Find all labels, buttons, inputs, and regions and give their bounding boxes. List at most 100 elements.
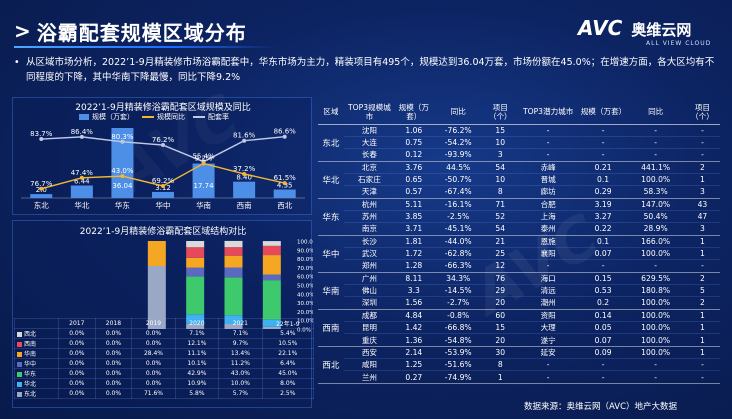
stacked-bar-华东 — [224, 277, 243, 316]
table-cell: 0.0% — [58, 388, 96, 399]
table-cell: 45.0% — [261, 368, 315, 379]
column-header: 2020 — [174, 318, 220, 329]
table-cell: 0.22 — [579, 222, 627, 236]
stacked-bar-华南 — [186, 257, 205, 268]
table-cell: 20 — [483, 296, 517, 310]
chart-title: 2022’1-9月精装修浴霸配套区域结构对比 — [79, 227, 247, 237]
table-cell: 0.07 — [579, 333, 627, 347]
table-cell: 1.25 — [395, 358, 433, 372]
table-cell: - — [626, 259, 685, 273]
column-header: 同比 — [432, 100, 484, 125]
table-cell: 0.0% — [131, 368, 176, 379]
table-cell: 10 — [483, 173, 517, 187]
table-cell: 5.7% — [218, 388, 263, 399]
x-tick-label: 西北 — [277, 201, 292, 210]
table-cell: - — [684, 370, 720, 384]
stacked-bar-西南 — [262, 245, 281, 256]
bar-华东 — [111, 128, 134, 198]
table-cell: 南京 — [343, 222, 396, 236]
series-label-cell: 西南 — [14, 338, 59, 349]
table-cell: 0.0% — [94, 388, 133, 399]
table-cell: 58.3% — [626, 185, 685, 199]
table-cell: - — [626, 370, 685, 384]
table-cell: - — [516, 148, 580, 162]
yoy-line-data-label: 43.0% — [111, 167, 134, 175]
table-cell: 1 — [684, 333, 720, 347]
rate-line-data-label: 80.3% — [111, 133, 134, 141]
logo-subtitle: ALL VIEW CLOUD — [646, 40, 712, 47]
table-cell: 0.15 — [579, 272, 627, 285]
table-cell: 1 — [483, 370, 517, 384]
table-cell: -74.9% — [432, 370, 484, 384]
table-cell: 潮州 — [516, 296, 580, 310]
yoy-line-point — [120, 174, 125, 179]
table-cell: -66.3% — [432, 259, 484, 273]
table-cell: 3 — [483, 148, 517, 162]
series-label-cell: 西北 — [14, 328, 59, 339]
region-cell: 华南 — [318, 272, 344, 310]
rate-line-point — [39, 137, 44, 142]
stacked-bar-华东 — [186, 276, 205, 315]
table-cell: -2.5% — [432, 210, 484, 224]
table-cell: -45.1% — [432, 222, 484, 236]
table-cell: 10.1% — [174, 358, 220, 369]
table-cell: 2 — [684, 161, 720, 174]
table-cell: 泰州 — [516, 222, 580, 236]
rate-line-data-label: 86.6% — [274, 128, 297, 136]
table-cell: 0.0% — [131, 338, 176, 349]
table-cell: 15 — [483, 321, 517, 335]
table-cell: 100.0% — [626, 247, 685, 261]
table-cell: 441.1% — [626, 161, 685, 174]
table-cell: -44.0% — [432, 235, 484, 248]
x-tick-label: 华南 — [196, 200, 211, 210]
yoy-line-point — [282, 181, 287, 186]
bar-data-label: 17.74 — [194, 182, 215, 190]
table-cell: 180.8% — [626, 284, 685, 298]
table-cell: 166.0% — [626, 235, 685, 248]
table-cell: - — [626, 124, 685, 137]
table-cell: 10.9% — [174, 378, 220, 389]
table-cell: 12 — [483, 259, 517, 273]
table-cell: 襄阳 — [516, 247, 580, 261]
table-row: 郑州 1.28 -66.3% 12- - - - — [318, 259, 720, 273]
table-cell: 629.5% — [626, 272, 685, 285]
stacked-bar-华南 — [224, 255, 243, 268]
table-cell: 3.3 — [395, 284, 433, 298]
table-cell: - — [579, 148, 627, 162]
logo-name: 奥维云网 — [631, 21, 692, 39]
column-header: 项目（个） — [684, 100, 720, 125]
series-label-cell: 华中 — [14, 358, 59, 369]
table-row: 咸阳 1.25 -51.6% 8- - - - — [318, 358, 720, 372]
table-cell: -51.6% — [432, 358, 484, 372]
rate-line-point — [242, 138, 247, 143]
table-cell: - — [579, 358, 627, 372]
table-row: 西北 西安 2.14 -53.9% 30 延安 0.09 100.0% 1 — [318, 346, 720, 384]
table-cell: 71 — [483, 198, 517, 211]
table-cell: 10.0% — [218, 378, 263, 389]
logo-mark: AVC — [578, 16, 623, 40]
table-row: 深圳 1.56 -2.7% 20 潮州 0.2 100.0% 2 — [318, 296, 720, 310]
table-row: 华北 北京 3.76 44.5% 54 赤峰 0.21 441.1% 2 — [318, 161, 720, 199]
series-label-cell: 华东 — [14, 368, 59, 379]
table-cell: 3.71 — [395, 222, 433, 236]
table-cell: 咸阳 — [343, 358, 396, 372]
table-cell: 2.5% — [261, 388, 315, 399]
column-header: 2018 — [94, 318, 133, 329]
table-cell: 42.9% — [174, 368, 220, 379]
legend-swatch — [17, 392, 22, 397]
table-cell: 3.27 — [579, 210, 627, 224]
table-cell: 0.0% — [94, 368, 133, 379]
y-tick-label: 80.0% — [297, 257, 313, 263]
table-cell: 石家庄 — [343, 173, 396, 187]
bullet-icon: • — [14, 57, 20, 68]
table-cell: 0.12 — [395, 148, 433, 162]
table-row: 华东 0.0% 0.0% 0.0% 42.9% 43.0% 45.0% — [14, 368, 315, 379]
series-name: 西南 — [24, 341, 37, 348]
table-cell: 0.0% — [131, 358, 176, 369]
yoy-line-point — [39, 186, 44, 191]
table-cell: - — [684, 124, 720, 137]
table-cell: 5 — [684, 284, 720, 298]
table-cell: -16.1% — [432, 198, 484, 211]
table-cell: 100.0% — [626, 173, 685, 187]
column-header: 规模（万套） — [395, 100, 433, 125]
